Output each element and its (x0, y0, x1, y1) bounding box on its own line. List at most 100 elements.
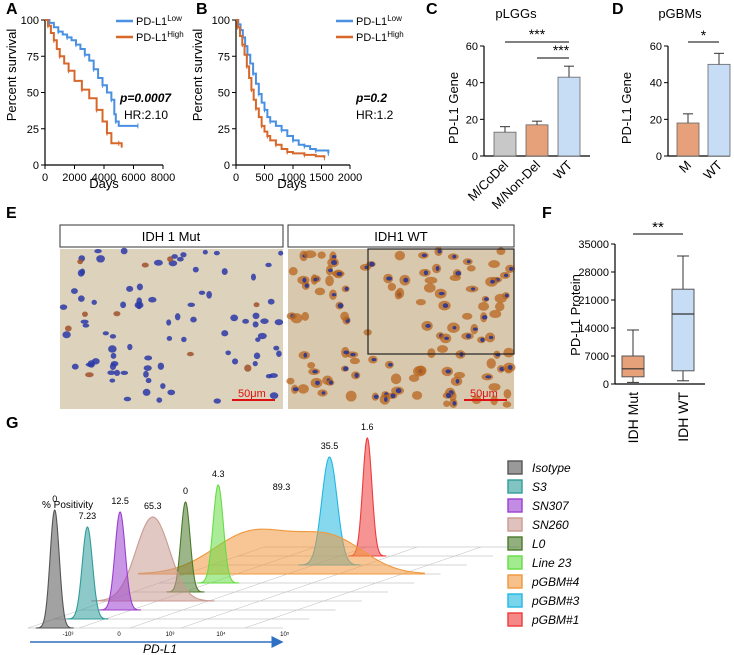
nucleus (273, 345, 280, 351)
nucleus (91, 299, 97, 305)
x-tick-label: 0 (42, 172, 48, 184)
nucleus (108, 345, 117, 353)
stained-cell (349, 357, 360, 365)
nucleus (109, 378, 116, 383)
nucleus (312, 369, 318, 374)
nucleus (190, 316, 197, 323)
panel-a: A Percent survival 0 25 50 75 100 0 2000 4000 60… (4, 1, 184, 191)
panel-a-hr: HR:2.10 (124, 108, 168, 122)
histogram-sn307 (99, 511, 142, 611)
panel-f-boxes: 0 7000 14000 21000 28000 35000 IDH Mut IDH WT ** (578, 219, 705, 443)
nucleus (253, 302, 260, 308)
stained-cell (394, 250, 406, 261)
stained-cell (453, 371, 466, 379)
panel-f-ylabel: PD-L1 Protein (568, 274, 583, 356)
nucleus (445, 392, 452, 399)
y-tick-label: 20 (466, 114, 478, 126)
nucleus (255, 337, 261, 342)
legend-high-text: PD-L1High (136, 30, 184, 44)
nucleus (304, 283, 310, 288)
nucleus (369, 261, 375, 267)
nucleus (452, 254, 457, 259)
panel-b-xlabel: Days (277, 176, 307, 191)
nucleus (437, 249, 442, 254)
nucleus (110, 360, 119, 367)
nucleus (466, 260, 471, 264)
y-tick-label: 100 (21, 15, 39, 27)
legend-label: pGBM#4 (531, 575, 580, 589)
nucleus (142, 388, 151, 396)
nucleus (442, 303, 449, 308)
nucleus (109, 334, 117, 339)
panel-d-bars: 0 20 40 60 M WT * (650, 27, 731, 182)
nucleus (145, 377, 152, 384)
nucleus (313, 277, 318, 282)
nucleus (444, 336, 450, 341)
nucleus (274, 319, 284, 326)
legend-swatch (507, 612, 523, 627)
nucleus (481, 315, 488, 320)
nucleus (302, 277, 307, 283)
bar (525, 124, 549, 157)
legend-label: Isotype (532, 461, 571, 475)
nucleus (315, 380, 320, 386)
stained-cell (390, 373, 402, 385)
x-tick-label: 4000 (92, 172, 116, 184)
sig-label: *** (529, 26, 546, 42)
stained-cell (424, 276, 438, 284)
stained-cell (286, 377, 295, 385)
legend-swatch (507, 574, 523, 589)
x-tick-label: 10⁵ (280, 631, 290, 638)
nucleus (120, 301, 127, 309)
y-tick-label: 50 (218, 88, 230, 100)
nucleus (331, 260, 338, 266)
nucleus (213, 250, 220, 256)
nucleus (425, 323, 431, 328)
ihc-left-title: IDH 1 Mut (142, 229, 201, 244)
y-tick-label: 21000 (578, 295, 609, 307)
nucleus (509, 266, 514, 271)
panel-letter-e: E (6, 205, 17, 222)
nucleus (250, 273, 256, 281)
bar (707, 63, 731, 157)
histogram-s3 (66, 526, 109, 620)
y-tick-label: 0 (472, 151, 478, 163)
legend-swatch (507, 479, 523, 494)
nucleus (82, 323, 90, 328)
positivity-value: 89.3 (273, 482, 291, 492)
legend-swatch (507, 555, 523, 570)
curve-low (45, 19, 138, 127)
nucleus (180, 252, 187, 258)
nucleus (490, 279, 495, 284)
bar (676, 122, 700, 157)
nucleus (167, 256, 174, 262)
nucleus (221, 268, 228, 275)
legend-swatch (507, 536, 523, 551)
nucleus (269, 373, 278, 379)
y-tick-label: 60 (466, 41, 478, 53)
positivity-value: 0 (52, 494, 57, 504)
x-tick-label: 2000 (62, 172, 86, 184)
nucleus (507, 364, 513, 370)
bar (557, 76, 581, 157)
legend-swatch (507, 460, 523, 475)
stained-cell (423, 283, 436, 293)
stained-cell (301, 311, 310, 321)
stained-cell (427, 348, 436, 359)
x-category-label: M (676, 158, 694, 176)
positivity-value: 35.5 (321, 441, 339, 451)
nucleus (144, 355, 153, 361)
stained-cell (443, 400, 451, 407)
nucleus (390, 393, 396, 399)
y-tick-label: 20 (650, 114, 662, 126)
ihc-left-scale-text: 50μm (238, 388, 266, 400)
legend-low-text: PD-L1Low (136, 14, 182, 28)
nucleus (485, 375, 492, 379)
panel-b-hr: HR:1.2 (356, 108, 394, 122)
panel-a-axes: 0 25 50 75 100 0 2000 4000 6000 8000 (21, 15, 176, 184)
nucleus (252, 360, 258, 367)
stained-cell (307, 361, 316, 369)
stained-cell (503, 347, 515, 358)
stained-cell (449, 274, 461, 281)
